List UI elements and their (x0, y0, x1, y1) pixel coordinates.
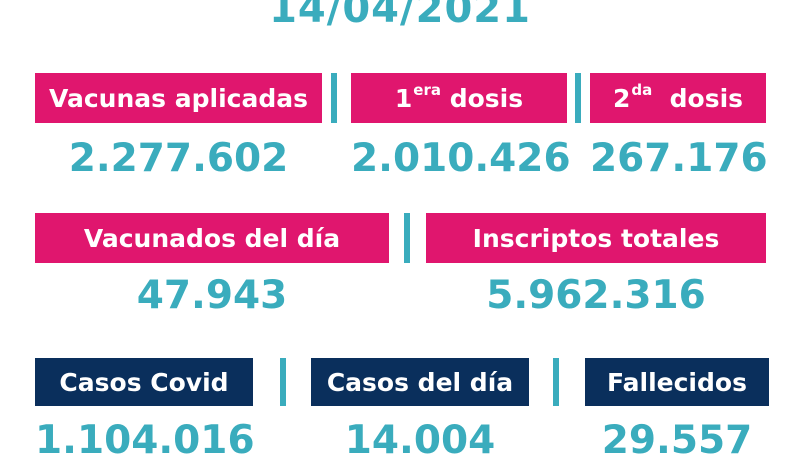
primera-dosis-value: 2.010.426 (351, 136, 571, 181)
casos-covid-value: 1.104.016 (35, 418, 255, 463)
report-date: 14/04/2021 (269, 0, 531, 32)
separator (575, 73, 581, 123)
primera-dosis-label-sup: era (413, 81, 441, 99)
vacunados-del-dia-label: Vacunados del día (35, 213, 389, 263)
segunda-dosis-label-prefix: 2 (612, 83, 631, 113)
casos-covid-label: Casos Covid (35, 358, 253, 406)
inscriptos-totales-value: 5.962.316 (486, 273, 706, 318)
separator (331, 73, 337, 123)
vacunados-del-dia-value: 47.943 (136, 273, 288, 318)
casos-del-dia-value: 14.004 (344, 418, 496, 463)
primera-dosis-label: 1 era dosis (351, 73, 567, 123)
primera-dosis-label-prefix: 1 (394, 83, 413, 113)
vacunas-aplicadas-value: 2.277.602 (68, 136, 289, 181)
segunda-dosis-value: 267.176 (590, 136, 768, 181)
fallecidos-value: 29.557 (601, 418, 753, 463)
vacunas-aplicadas-label: Vacunas aplicadas (35, 73, 322, 123)
casos-del-dia-label: Casos del día (311, 358, 529, 406)
separator (280, 358, 286, 406)
segunda-dosis-label: 2 da dosis (590, 73, 766, 123)
segunda-dosis-label-suffix: dosis (652, 83, 744, 113)
separator (404, 213, 410, 263)
separator (553, 358, 559, 406)
primera-dosis-label-suffix: dosis (441, 83, 524, 113)
segunda-dosis-label-sup: da (631, 81, 653, 99)
inscriptos-totales-label: Inscriptos totales (426, 213, 766, 263)
fallecidos-label: Fallecidos (585, 358, 769, 406)
